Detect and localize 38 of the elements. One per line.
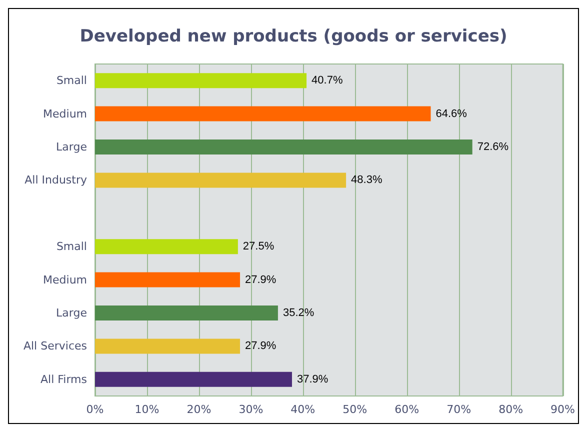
- x-tick-label: 0%: [86, 403, 104, 416]
- bar: [95, 306, 278, 320]
- data-label: 72.6%: [477, 141, 509, 153]
- x-tick-label: 80%: [498, 403, 524, 416]
- bar: [95, 338, 240, 354]
- data-label: 27.5%: [242, 240, 274, 253]
- data-label: 48.3%: [351, 174, 382, 186]
- chart-title: Developed new products (goods or services): [80, 26, 508, 46]
- y-tick-label: Small: [56, 240, 87, 254]
- y-tick-label: All Firms: [40, 372, 88, 386]
- bar: [95, 372, 292, 387]
- x-tick-label: 40%: [290, 403, 316, 416]
- x-tick-label: 10%: [134, 403, 160, 416]
- y-tick-label: Large: [56, 306, 88, 320]
- x-tick-label: 20%: [186, 403, 212, 416]
- data-label: 37.9%: [296, 373, 328, 386]
- bar: [95, 73, 307, 88]
- data-label: 64.6%: [436, 108, 468, 120]
- x-tick-label: 50%: [342, 403, 368, 416]
- data-label: 27.9%: [245, 274, 276, 286]
- bar: [95, 239, 238, 254]
- y-tick-label: Medium: [43, 273, 87, 286]
- data-label: 27.9%: [245, 340, 276, 352]
- bar: [95, 172, 346, 188]
- data-label: 35.2%: [282, 307, 314, 319]
- bar: [95, 106, 431, 122]
- x-tick-label: 60%: [394, 403, 420, 416]
- y-tick-label: Medium: [43, 107, 87, 120]
- y-tick-label: Small: [56, 74, 87, 88]
- y-tick-label: All Industry: [24, 174, 88, 187]
- data-label: 40.7%: [312, 74, 343, 87]
- x-tick-label: 90%: [550, 403, 575, 416]
- y-tick-label: All Services: [23, 340, 88, 353]
- y-tick-label: Large: [56, 140, 88, 154]
- x-tick-label: 30%: [238, 403, 264, 416]
- x-tick-label: 70%: [446, 403, 472, 416]
- bar: [95, 140, 472, 154]
- bar: [95, 272, 240, 288]
